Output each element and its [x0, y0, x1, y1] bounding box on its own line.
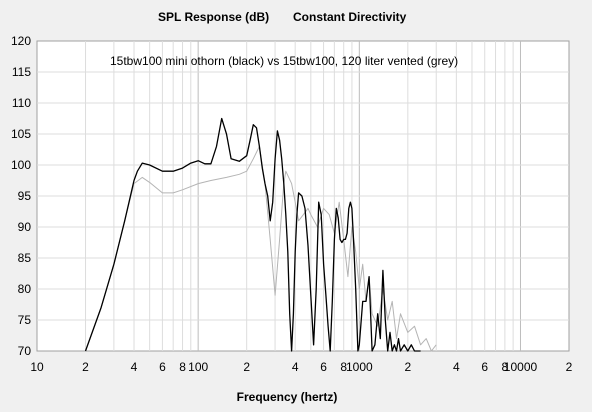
- x-tick-label: 8: [502, 360, 509, 374]
- y-tick-label: 120: [11, 34, 31, 48]
- x-tick-label: 2: [82, 360, 89, 374]
- x-tick-label: 6: [159, 360, 166, 374]
- y-tick-label: 115: [12, 65, 31, 79]
- y-tick-label: 75: [18, 313, 32, 327]
- y-tick-label: 105: [11, 127, 31, 141]
- x-tick-label: 6: [320, 360, 327, 374]
- y-tick-label: 90: [18, 220, 32, 234]
- chart-subtitle: Constant Directivity: [293, 10, 407, 24]
- x-tick-label: 2: [404, 360, 411, 374]
- x-tick-label: 10000: [504, 360, 538, 374]
- x-tick-label: 4: [453, 360, 460, 374]
- y-tick-labels: 70 75 80 85 90 95 100 105 110 115 120: [11, 34, 31, 358]
- x-tick-label: 2: [243, 360, 250, 374]
- x-tick-label: 100: [188, 360, 208, 374]
- x-tick-label: 1000: [346, 360, 373, 374]
- x-tick-label: 10: [30, 360, 44, 374]
- series-line-2: [84, 117, 421, 352]
- x-tick-label: 6: [481, 360, 488, 374]
- y-tick-label: 110: [12, 96, 31, 110]
- x-tick-label: 2: [566, 360, 573, 374]
- y-tick-label: 80: [18, 282, 32, 296]
- y-tick-label: 95: [18, 189, 32, 203]
- chart-title: SPL Response (dB): [158, 10, 269, 24]
- chart-annotation: 15tbw100 mini othorn (black) vs 15tbw100…: [110, 54, 458, 68]
- x-tick-label: 4: [131, 360, 138, 374]
- y-tick-label: 70: [18, 344, 32, 358]
- grid-layer: [37, 41, 569, 351]
- x-axis-label: Frequency (hertz): [237, 390, 338, 404]
- y-tick-label: 100: [11, 158, 31, 172]
- series-line-1: [85, 145, 437, 352]
- series-layer: [84, 117, 437, 352]
- x-tick-label: 4: [292, 360, 299, 374]
- y-tick-label: 85: [18, 251, 32, 265]
- x-tick-label: 8: [340, 360, 347, 374]
- x-tick-label: 8: [179, 360, 186, 374]
